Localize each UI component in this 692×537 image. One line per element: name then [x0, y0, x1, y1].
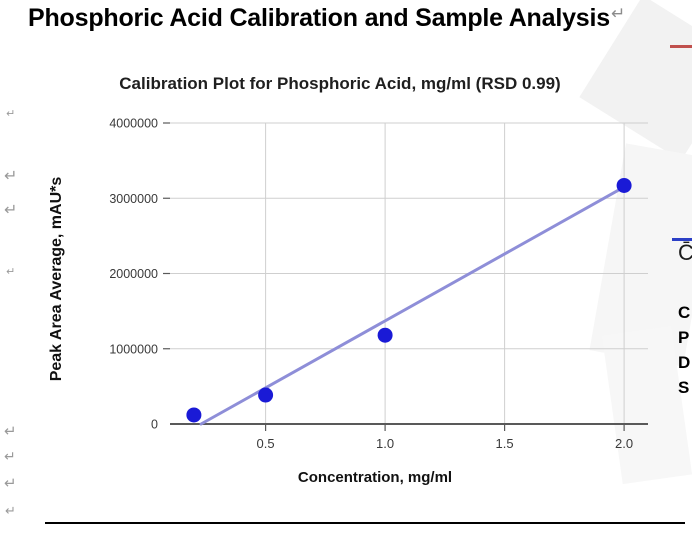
x-tick-label: 2.0	[615, 436, 633, 451]
data-point	[186, 407, 202, 423]
margin-paragraph-mark-icon: ↵	[4, 422, 17, 440]
page-title-text: Phosphoric Acid Calibration and Sample A…	[28, 4, 610, 32]
y-tick-marks	[163, 122, 170, 350]
x-tick-label: 1.5	[496, 436, 514, 451]
margin-paragraph-mark-icon: ↵	[4, 166, 18, 185]
data-point	[377, 327, 393, 343]
y-tick-label: 4000000	[109, 117, 158, 131]
x-tick-label: 0.5	[257, 436, 275, 451]
clipped-text-line: C	[678, 303, 691, 322]
clipped-character: C̄	[678, 240, 692, 265]
x-tick-marks	[265, 424, 625, 431]
data-point	[258, 387, 274, 403]
clipped-text-block: C P D S	[678, 300, 692, 400]
margin-paragraph-mark-icon: ↵	[6, 265, 16, 278]
paragraph-mark-icon: ↵	[610, 4, 625, 23]
trendline-segment	[199, 182, 631, 426]
clipped-blue-divider	[672, 238, 692, 241]
plot-area: 0 1000000 2000000 3000000 4000000 0.5 1.0 1.5 2…	[109, 117, 648, 451]
margin-paragraph-mark-icon: ↵	[4, 474, 17, 492]
margin-paragraph-mark-icon: ↵	[4, 449, 16, 465]
horizontal-divider	[45, 522, 685, 524]
y-tick-label: 2000000	[109, 267, 158, 281]
margin-paragraph-mark-icon: ↵	[6, 107, 16, 120]
page-title: Phosphoric Acid Calibration and Sample A…	[28, 4, 625, 33]
x-tick-label: 1.0	[376, 436, 394, 451]
calibration-chart: Calibration Plot for Phosphoric Acid, mg…	[30, 64, 670, 504]
clipped-text-line: D	[678, 353, 691, 372]
clipped-text-line: S	[678, 378, 690, 397]
data-point	[616, 177, 632, 193]
x-axis-title: Concentration, mg/ml	[297, 469, 453, 486]
y-tick-label: 0	[151, 418, 158, 432]
data-points	[186, 177, 632, 423]
y-tick-labels: 0 1000000 2000000 3000000 4000000	[109, 117, 158, 432]
margin-paragraph-mark-icon: ↵	[4, 200, 18, 219]
y-tick-label: 3000000	[109, 192, 158, 206]
chart-title: Calibration Plot for Phosphoric Acid, mg…	[119, 74, 561, 93]
gridlines	[170, 122, 648, 424]
y-tick-label: 1000000	[109, 342, 158, 356]
clipped-text-line: P	[678, 328, 690, 347]
trendline	[199, 182, 631, 426]
clipped-red-divider	[670, 45, 692, 48]
x-tick-labels: 0.5 1.0 1.5 2.0	[257, 436, 634, 451]
margin-paragraph-mark-icon: ↵	[5, 504, 16, 519]
